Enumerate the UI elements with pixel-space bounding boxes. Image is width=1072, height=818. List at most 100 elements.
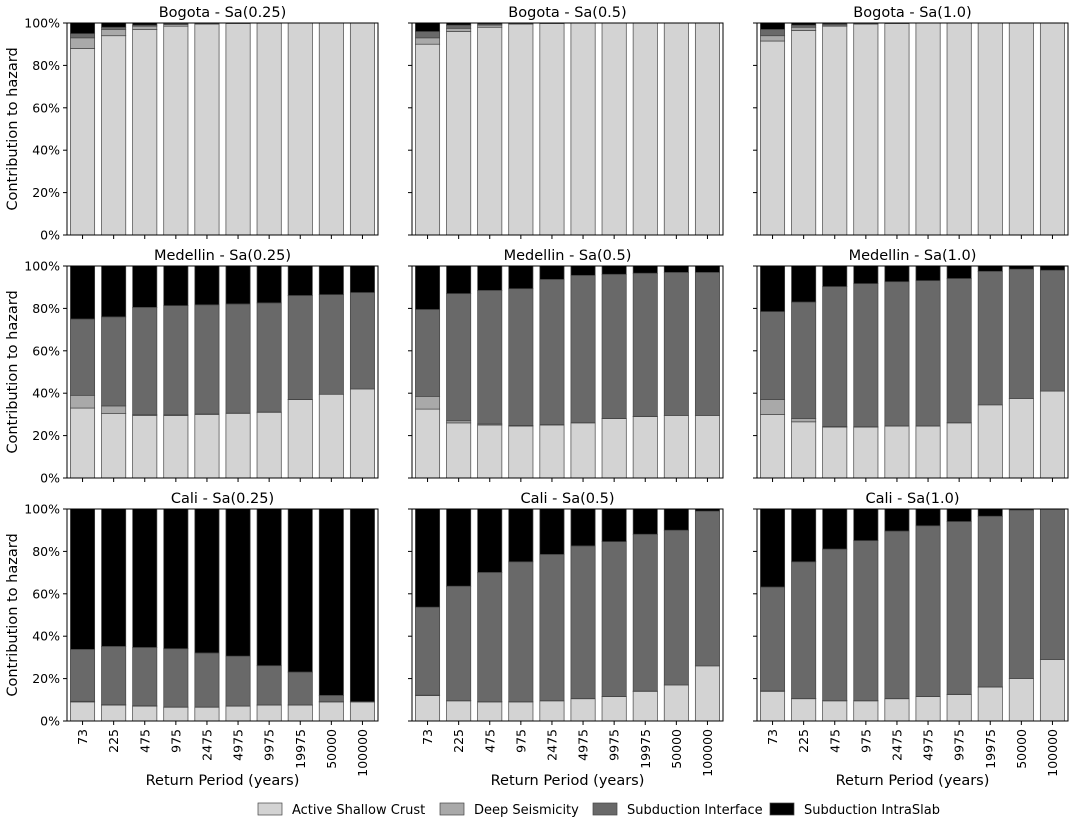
bar-segment	[791, 30, 817, 236]
bar-segment	[977, 270, 1003, 406]
bar-segment	[822, 265, 848, 287]
y-tick-label: 100%	[24, 16, 60, 31]
bar-segment	[225, 412, 251, 479]
bar-segment	[663, 22, 689, 236]
bar-segment	[1039, 659, 1065, 722]
bar-segment	[663, 415, 689, 479]
bar-segment	[884, 23, 910, 236]
bar-segment	[977, 265, 1003, 272]
bar-segment	[570, 422, 596, 479]
y-axis-label: Contribution to hazard	[5, 47, 21, 210]
bar-segment	[601, 273, 627, 419]
bar-segment	[415, 37, 441, 45]
bar-segment	[415, 265, 441, 310]
y-axis-label: Contribution to hazard	[5, 290, 21, 453]
bar-segment	[477, 290, 503, 425]
bar-segment	[884, 530, 910, 699]
legend-swatch	[257, 802, 283, 816]
bar-segment	[256, 302, 282, 413]
bar-segment	[977, 22, 1003, 236]
bar-segment	[287, 22, 313, 236]
bar-segment	[760, 586, 786, 692]
x-tick-label: 475	[482, 729, 497, 753]
bar-segment	[508, 425, 534, 479]
x-tick-label: 9975	[262, 729, 277, 761]
bar-segment	[101, 508, 127, 647]
bar-segment	[70, 265, 96, 320]
bar-segment	[318, 265, 344, 295]
bar-segment	[415, 408, 441, 479]
bar-segment	[318, 294, 344, 395]
bar-segment	[791, 265, 817, 303]
bar-segment	[163, 706, 189, 722]
bar-segment	[632, 416, 658, 479]
bar-segment	[663, 529, 689, 686]
panel-title: Bogota - Sa(0.25)	[159, 5, 287, 21]
bar-segment	[915, 508, 941, 527]
bar-segment	[1039, 22, 1065, 236]
bar-segment	[539, 23, 565, 236]
x-tick-label: 73	[765, 729, 780, 745]
bar-segment	[287, 295, 313, 400]
y-tick-label: 60%	[32, 586, 60, 601]
bar-segment	[853, 23, 879, 236]
bar-segment	[415, 508, 441, 608]
bar-segment	[601, 22, 627, 236]
bar-segment	[163, 508, 189, 650]
bar-segment	[225, 303, 251, 414]
bar-segment	[694, 665, 720, 722]
bar-segment	[632, 690, 658, 722]
bar-segment	[70, 701, 96, 722]
x-tick-label: 2475	[199, 729, 214, 761]
bar-segment	[791, 508, 817, 563]
bar-segment	[163, 265, 189, 306]
y-tick-label: 100%	[24, 502, 60, 517]
legend-swatch	[769, 802, 795, 816]
bar-segment	[349, 701, 375, 722]
bar-segment	[318, 393, 344, 479]
bar-segment	[977, 686, 1003, 722]
bar-segment	[601, 508, 627, 543]
x-tick-label: 225	[106, 729, 121, 753]
bar-segment	[760, 40, 786, 236]
bar-segment	[415, 22, 441, 32]
bar-segment	[194, 265, 220, 306]
y-tick-label: 20%	[32, 428, 60, 443]
bar-segment	[163, 25, 189, 236]
bar-segment	[446, 293, 472, 422]
x-tick-label: 19975	[638, 729, 653, 769]
bar-segment	[477, 265, 503, 291]
bar-segment	[194, 23, 220, 236]
bar-segment	[287, 399, 313, 479]
bar-segment	[163, 305, 189, 416]
bar-segment	[601, 541, 627, 697]
bar-segment	[101, 646, 127, 706]
bar-segment	[791, 301, 817, 419]
bar-segment	[601, 696, 627, 722]
x-tick-label: 475	[137, 729, 152, 753]
bar-segment	[101, 412, 127, 479]
bar-segment	[946, 508, 972, 522]
x-tick-label: 225	[451, 729, 466, 753]
bar-segment	[194, 652, 220, 708]
legend-swatch	[439, 802, 465, 816]
bar-segment	[791, 698, 817, 722]
x-tick-label: 4975	[921, 729, 936, 761]
bar-segment	[760, 265, 786, 312]
bar-segment	[853, 540, 879, 702]
bar-segment	[760, 690, 786, 722]
bar-segment	[632, 272, 658, 417]
bar-segment	[601, 265, 627, 275]
bar-segment	[477, 26, 503, 236]
bar-segment	[70, 508, 96, 650]
x-tick-label: 2475	[544, 729, 559, 761]
bar-segment	[853, 508, 879, 541]
bar-segment	[946, 422, 972, 479]
bar-segment	[539, 508, 565, 555]
bar-segment	[663, 265, 689, 273]
bar-segment	[70, 648, 96, 702]
bar-segment	[132, 508, 158, 648]
bar-segment	[884, 508, 910, 532]
bar-segment	[760, 399, 786, 415]
